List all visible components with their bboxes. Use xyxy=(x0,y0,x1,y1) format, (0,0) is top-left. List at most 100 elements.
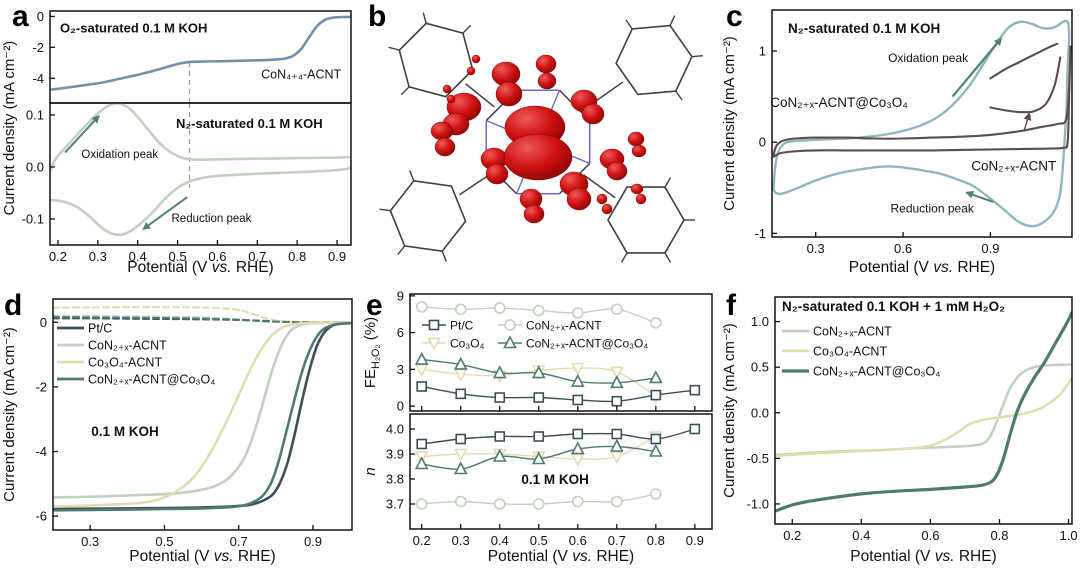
spin-density-lobe xyxy=(495,81,523,107)
x-tick-label: 0.6 xyxy=(208,249,226,264)
spin-density-lobe xyxy=(471,54,481,64)
spin-density-lobe xyxy=(434,137,456,157)
series-curve xyxy=(50,103,351,237)
annotation: O₂-saturated 0.1 M KOH xyxy=(60,21,207,36)
marker-tu xyxy=(648,370,663,384)
series-curve xyxy=(772,45,1072,158)
spin-density-lobe xyxy=(523,204,545,224)
marker-td xyxy=(414,364,429,378)
marker-sq xyxy=(455,388,467,400)
marker-tu xyxy=(492,448,507,462)
axes-box xyxy=(409,413,713,530)
marker-sq xyxy=(533,392,545,403)
spin-density-lobe xyxy=(627,131,645,147)
panel-letter-a: a xyxy=(12,0,29,33)
marker-ci xyxy=(454,495,467,508)
y-tick-label: 0.5 xyxy=(751,360,769,375)
marker-tu xyxy=(414,456,429,470)
marker-tu xyxy=(609,375,624,389)
y-tick-label: -2 xyxy=(32,40,44,55)
x-tick-label: 0.3 xyxy=(89,249,107,264)
x-axis-label: Potential (V vs. RHE) xyxy=(850,548,996,565)
marker-ci xyxy=(415,301,428,313)
series-curve xyxy=(989,56,1062,114)
legend-label: Pt/C xyxy=(450,319,474,333)
series-curve xyxy=(50,15,351,91)
marker-sq xyxy=(455,433,467,445)
y-axis-label: Current density (mA cm⁻²) xyxy=(1,327,18,502)
spin-density-lobe xyxy=(446,94,456,104)
marker-ci xyxy=(610,495,623,508)
ring-connector-bond xyxy=(582,174,616,199)
marker-sq xyxy=(689,423,701,435)
panel-letter-c: c xyxy=(726,0,743,33)
x-tick-label: 0.5 xyxy=(155,534,173,549)
y-axis-label: Current density (mA cm⁻²) xyxy=(721,323,738,498)
marker-td xyxy=(570,362,585,376)
x-tick-label: 0.9 xyxy=(328,249,346,264)
panel-c-plot: 0.3 0.6 0.9 1 0 -1 N₂-saturated 0.1 M KOH Oxida… xyxy=(721,9,1073,276)
panel-d-plot: 0.3 0.5 0.7 0.9 0 -2 -4 -6 0.1 M KOH Pt/C CoN₂₊ₓ-A… xyxy=(1,298,353,565)
marker-sq xyxy=(689,384,701,396)
spin-density-lobe xyxy=(631,144,647,158)
series-curve xyxy=(53,321,352,508)
y-tick-label: -4 xyxy=(32,71,44,86)
arrow-head xyxy=(91,114,100,124)
annotation: N₂-saturated 0.1 M KOH xyxy=(788,21,940,36)
y-tick-label: 3.7 xyxy=(386,497,404,512)
y-tick-label: 6 xyxy=(397,325,404,340)
marker-sq xyxy=(572,394,584,406)
legend-label: CoN₂₊ₓ-ACNT@Co₃O₄ xyxy=(813,365,940,379)
y-axis-label: Current density (mA cm⁻²) xyxy=(1,41,18,216)
benzene-ring xyxy=(607,186,685,254)
legend-label: Co₃O₄-ACNT xyxy=(813,345,887,359)
y-tick-label: 9 xyxy=(397,289,404,303)
spin-density-lobe xyxy=(596,193,608,205)
y-tick-label: -6 xyxy=(35,509,47,524)
h-bond-stick xyxy=(422,12,427,24)
panel-c: c 0.3 0.6 0.9 1 0 -1 N₂-saturated 0.1 M KOH Oxi… xyxy=(720,0,1080,289)
series-curve xyxy=(53,321,352,499)
y-tick-label: 4.0 xyxy=(386,422,404,437)
spin-density-lobe xyxy=(635,193,647,205)
benzene-ring xyxy=(389,179,467,253)
y-tick-label: 0 xyxy=(40,315,47,330)
y-tick-label: -2 xyxy=(35,379,47,394)
annotation: Reduction peak xyxy=(890,201,974,215)
spin-density-lobe xyxy=(442,84,452,94)
legend-label: Co₃O₄-ACNT xyxy=(88,356,162,370)
marker-sq xyxy=(611,428,623,440)
y-tick-label: -0.1 xyxy=(22,211,44,226)
arrow-head xyxy=(1023,112,1032,121)
marker-ci xyxy=(532,304,545,317)
benzene-ring xyxy=(615,24,693,96)
marker-td xyxy=(427,337,441,351)
arrow-head xyxy=(142,221,151,230)
y-tick-label: -4 xyxy=(35,444,47,459)
panel-c-chart: 0.3 0.6 0.9 1 0 -1 N₂-saturated 0.1 M KOH Oxida… xyxy=(721,9,1073,276)
marker-tu xyxy=(570,441,585,455)
x-tick-label: 0.4 xyxy=(129,249,147,264)
panel-e: e 0 3 6 9 Pt/C CoN₂₊ₓ-ACNT Co₃O₄ CoN₂₊ₓ-ACNT@Co… xyxy=(360,288,720,578)
x-tick-label: 0.6 xyxy=(921,528,939,543)
marker-tu xyxy=(414,351,429,365)
annotation: Oxidation peak xyxy=(81,149,158,161)
annotation: 0.1 M KOH xyxy=(521,472,589,487)
h-bond-stick xyxy=(669,15,676,26)
axes-box xyxy=(771,9,1073,238)
x-tick-label: 0.6 xyxy=(569,533,587,548)
marker-td xyxy=(609,451,624,465)
panel-a-chart: 0 -2 -4 O₂-saturated 0.1 M KOH CoN₄₊₄-ACNT 0.… xyxy=(1,9,352,276)
series-curve xyxy=(775,310,1072,513)
series-curve xyxy=(53,305,352,324)
annotation: Reduction peak xyxy=(172,213,252,225)
legend-label: CoN₂₊ₓ-ACNT@Co₃O₄ xyxy=(88,373,215,387)
h-bond-stick xyxy=(400,86,410,96)
spin-density-lobe xyxy=(466,66,476,76)
h-bond-stick xyxy=(664,177,672,188)
x-tick-label: 0.3 xyxy=(81,534,99,549)
x-tick-label: 0.2 xyxy=(783,528,801,543)
arrow-head xyxy=(993,37,1003,47)
annotation: N₂-saturated 0.1 M KOH xyxy=(176,116,323,131)
